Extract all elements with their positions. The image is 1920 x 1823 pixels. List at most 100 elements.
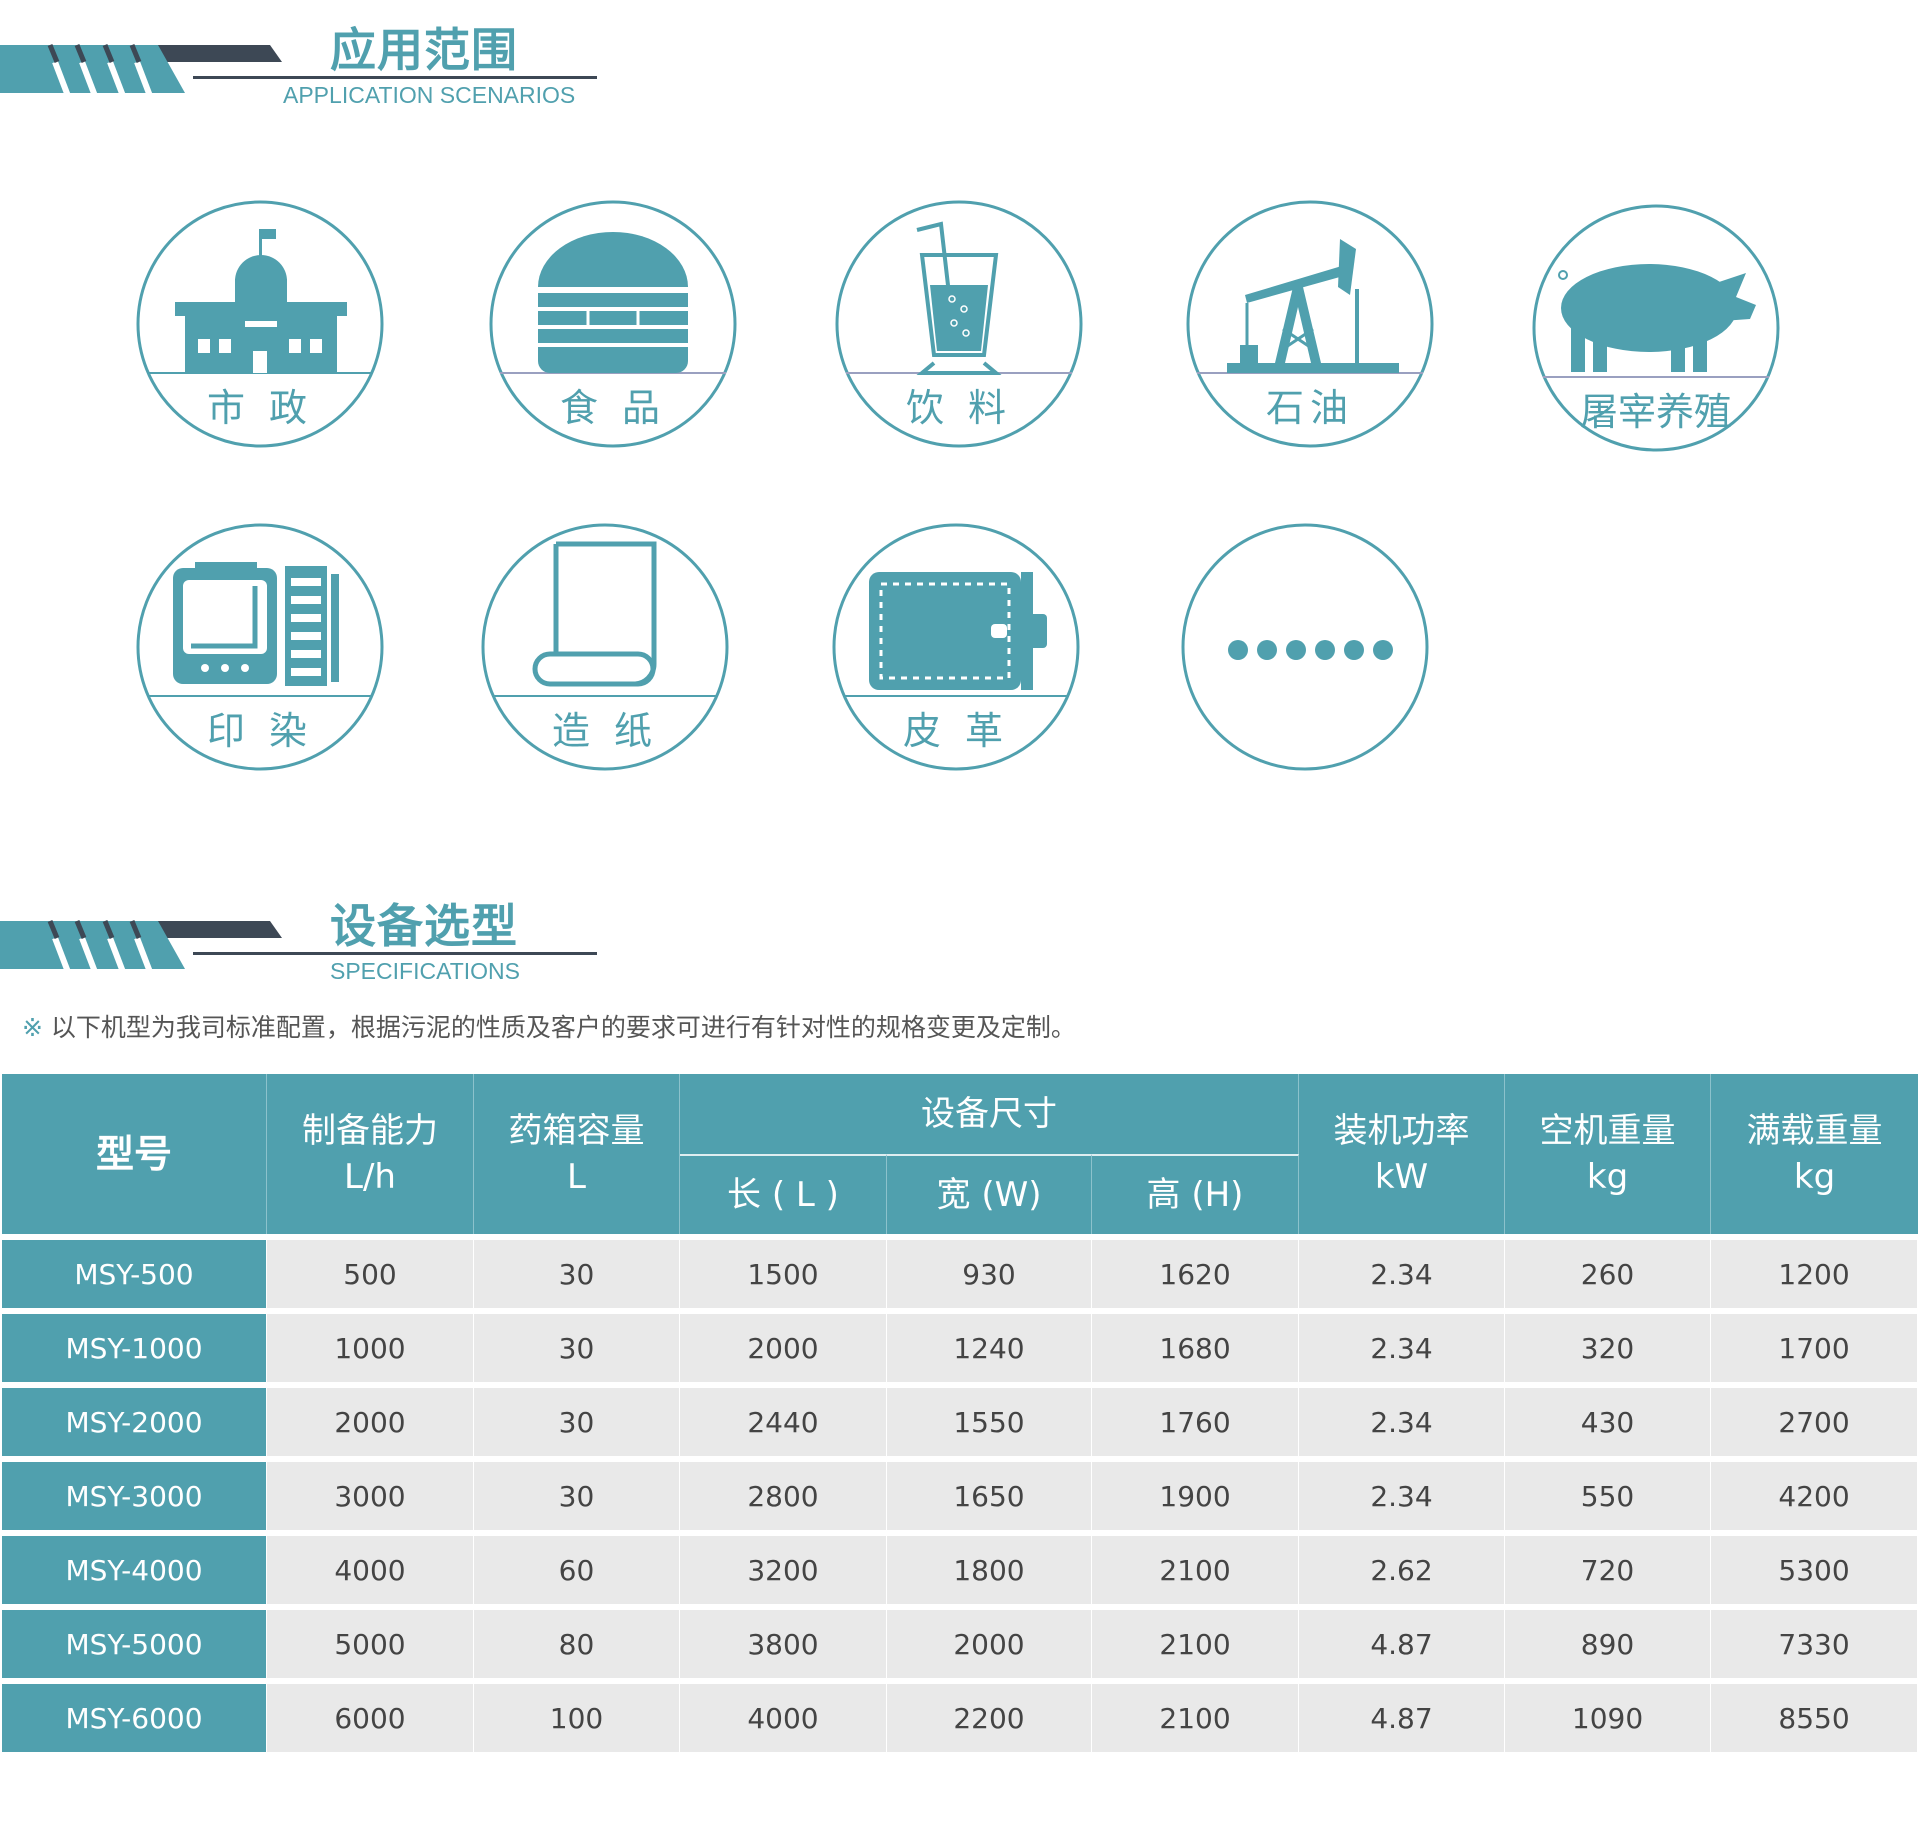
table-row: MSY-4000 4000 60 3200 1800 2100 2.62 720 5300 bbox=[2, 1530, 1919, 1604]
header-empty-weight: 空机重量 kg bbox=[1505, 1074, 1712, 1234]
model-cell: MSY-3000 bbox=[2, 1456, 267, 1530]
table-cell: 1620 bbox=[1092, 1234, 1300, 1308]
table-row: MSY-500 500 30 1500 930 1620 2.34 260 1200 bbox=[2, 1234, 1919, 1308]
table-cell: 2.34 bbox=[1299, 1382, 1506, 1456]
divider bbox=[193, 76, 597, 79]
header-unit: kW bbox=[1374, 1157, 1429, 1197]
application-food: 食 品 bbox=[488, 199, 738, 449]
table-row: MSY-2000 2000 30 2440 1550 1760 2.34 430 2700 bbox=[2, 1382, 1919, 1456]
section-title: 设备选型 bbox=[330, 899, 518, 953]
application-label: 造 纸 bbox=[551, 709, 659, 753]
table-cell: 4.87 bbox=[1299, 1604, 1506, 1678]
table-cell: 1650 bbox=[887, 1456, 1092, 1530]
table-cell: 60 bbox=[474, 1530, 680, 1604]
table-row: MSY-1000 1000 30 2000 1240 1680 2.34 320 1700 bbox=[2, 1308, 1919, 1382]
table-cell: 2.34 bbox=[1299, 1456, 1506, 1530]
header-label: 药箱容量 bbox=[508, 1111, 645, 1151]
header-label: 装机功率 bbox=[1333, 1111, 1470, 1151]
table-cell: 7330 bbox=[1711, 1604, 1919, 1678]
application-more[interactable] bbox=[1180, 522, 1430, 772]
drink-icon bbox=[835, 200, 1083, 448]
application-label: 石油 bbox=[1265, 386, 1354, 430]
table-cell: 1550 bbox=[887, 1382, 1092, 1456]
header-length: 长 ( L ) bbox=[680, 1154, 887, 1234]
application-label: 饮 料 bbox=[905, 386, 1013, 430]
table-cell: 8550 bbox=[1711, 1678, 1919, 1752]
table-cell: 80 bbox=[474, 1604, 680, 1678]
application-label: 食 品 bbox=[559, 386, 667, 430]
table-row: MSY-5000 5000 80 3800 2000 2100 4.87 890 7330 bbox=[2, 1604, 1919, 1678]
table-cell: 930 bbox=[887, 1234, 1092, 1308]
paper-roll-icon bbox=[481, 523, 729, 771]
oil-pump-icon bbox=[1186, 200, 1434, 448]
spec-note: ※ 以下机型为我司标准配置，根据污泥的性质及客户的要求可进行有针对性的规格变更及… bbox=[22, 1008, 1076, 1044]
application-leather: 皮 革 bbox=[831, 522, 1081, 772]
model-cell: MSY-4000 bbox=[2, 1530, 267, 1604]
table-cell: 2200 bbox=[887, 1678, 1092, 1752]
more-dots-icon bbox=[1181, 523, 1429, 771]
divider bbox=[193, 952, 597, 955]
section-header-specifications: 设备选型 SPECIFICATIONS bbox=[0, 876, 620, 1006]
header-capacity: 制备能力 L/h bbox=[267, 1074, 474, 1234]
table-cell: 2800 bbox=[680, 1456, 887, 1530]
application-label: 屠宰养殖 bbox=[1579, 390, 1732, 434]
section-subtitle: APPLICATION SCENARIOS bbox=[283, 82, 576, 108]
header-label: 空机重量 bbox=[1539, 1111, 1676, 1151]
model-cell: MSY-5000 bbox=[2, 1604, 267, 1678]
table-cell: 100 bbox=[474, 1678, 680, 1752]
pig-icon bbox=[1532, 204, 1780, 452]
table-cell: 2.62 bbox=[1299, 1530, 1506, 1604]
table-cell: 1000 bbox=[267, 1308, 474, 1382]
section-header-applications: 应用范围 APPLICATION SCENARIOS bbox=[0, 0, 620, 130]
header-size: 设备尺寸 bbox=[680, 1074, 1300, 1154]
table-cell: 3200 bbox=[680, 1530, 887, 1604]
table-cell: 3800 bbox=[680, 1604, 887, 1678]
table-cell: 500 bbox=[267, 1234, 474, 1308]
header-power: 装机功率 kW bbox=[1299, 1074, 1506, 1234]
header-stripes-decoration bbox=[0, 44, 282, 98]
header-unit: kg bbox=[1793, 1157, 1836, 1197]
table-cell: 2700 bbox=[1711, 1382, 1919, 1456]
table-cell: 2.34 bbox=[1299, 1308, 1506, 1382]
header-width: 宽 (W) bbox=[887, 1154, 1092, 1234]
table-cell: 6000 bbox=[267, 1678, 474, 1752]
header-label: 制备能力 bbox=[302, 1111, 438, 1151]
table-cell: 5300 bbox=[1711, 1530, 1919, 1604]
spec-table-body: MSY-500 500 30 1500 930 1620 2.34 260 1200 MSY-10… bbox=[2, 1234, 1919, 1752]
header-tank: 药箱容量 L bbox=[474, 1074, 680, 1234]
table-cell: 430 bbox=[1505, 1382, 1712, 1456]
header-model: 型号 bbox=[2, 1074, 267, 1234]
table-cell: 1800 bbox=[887, 1530, 1092, 1604]
table-cell: 4000 bbox=[680, 1678, 887, 1752]
table-cell: 2000 bbox=[267, 1382, 474, 1456]
table-cell: 550 bbox=[1505, 1456, 1712, 1530]
table-cell: 1680 bbox=[1092, 1308, 1300, 1382]
application-slaughter-breeding: 屠宰养殖 bbox=[1531, 203, 1781, 453]
table-cell: 1200 bbox=[1711, 1234, 1919, 1308]
table-cell: 1500 bbox=[680, 1234, 887, 1308]
application-beverage: 饮 料 bbox=[834, 199, 1084, 449]
header-unit: kg bbox=[1586, 1157, 1629, 1197]
table-cell: 2.34 bbox=[1299, 1234, 1506, 1308]
burger-icon bbox=[489, 200, 737, 448]
wallet-icon bbox=[832, 523, 1080, 771]
table-cell: 720 bbox=[1505, 1530, 1712, 1604]
table-cell: 30 bbox=[474, 1382, 680, 1456]
table-cell: 30 bbox=[474, 1456, 680, 1530]
table-cell: 1900 bbox=[1092, 1456, 1300, 1530]
model-cell: MSY-6000 bbox=[2, 1678, 267, 1752]
table-cell: 3000 bbox=[267, 1456, 474, 1530]
model-cell: MSY-1000 bbox=[2, 1308, 267, 1382]
application-label: 皮 革 bbox=[902, 709, 1010, 753]
table-cell: 2440 bbox=[680, 1382, 887, 1456]
header-unit: L/h bbox=[344, 1157, 396, 1197]
application-papermaking: 造 纸 bbox=[480, 522, 730, 772]
city-hall-icon bbox=[136, 200, 384, 448]
spec-table: 型号 制备能力 L/h 药箱容量 L 设备尺寸 装机功率 kW 空机重量 kg 满载重量… bbox=[2, 1074, 1919, 1752]
table-cell: 4200 bbox=[1711, 1456, 1919, 1530]
application-printing-dyeing: 印 染 bbox=[135, 522, 385, 772]
note-text: 以下机型为我司标准配置，根据污泥的性质及客户的要求可进行有针对性的规格变更及定制… bbox=[42, 1013, 1076, 1042]
table-cell: 5000 bbox=[267, 1604, 474, 1678]
header-stripes-decoration bbox=[0, 920, 282, 974]
